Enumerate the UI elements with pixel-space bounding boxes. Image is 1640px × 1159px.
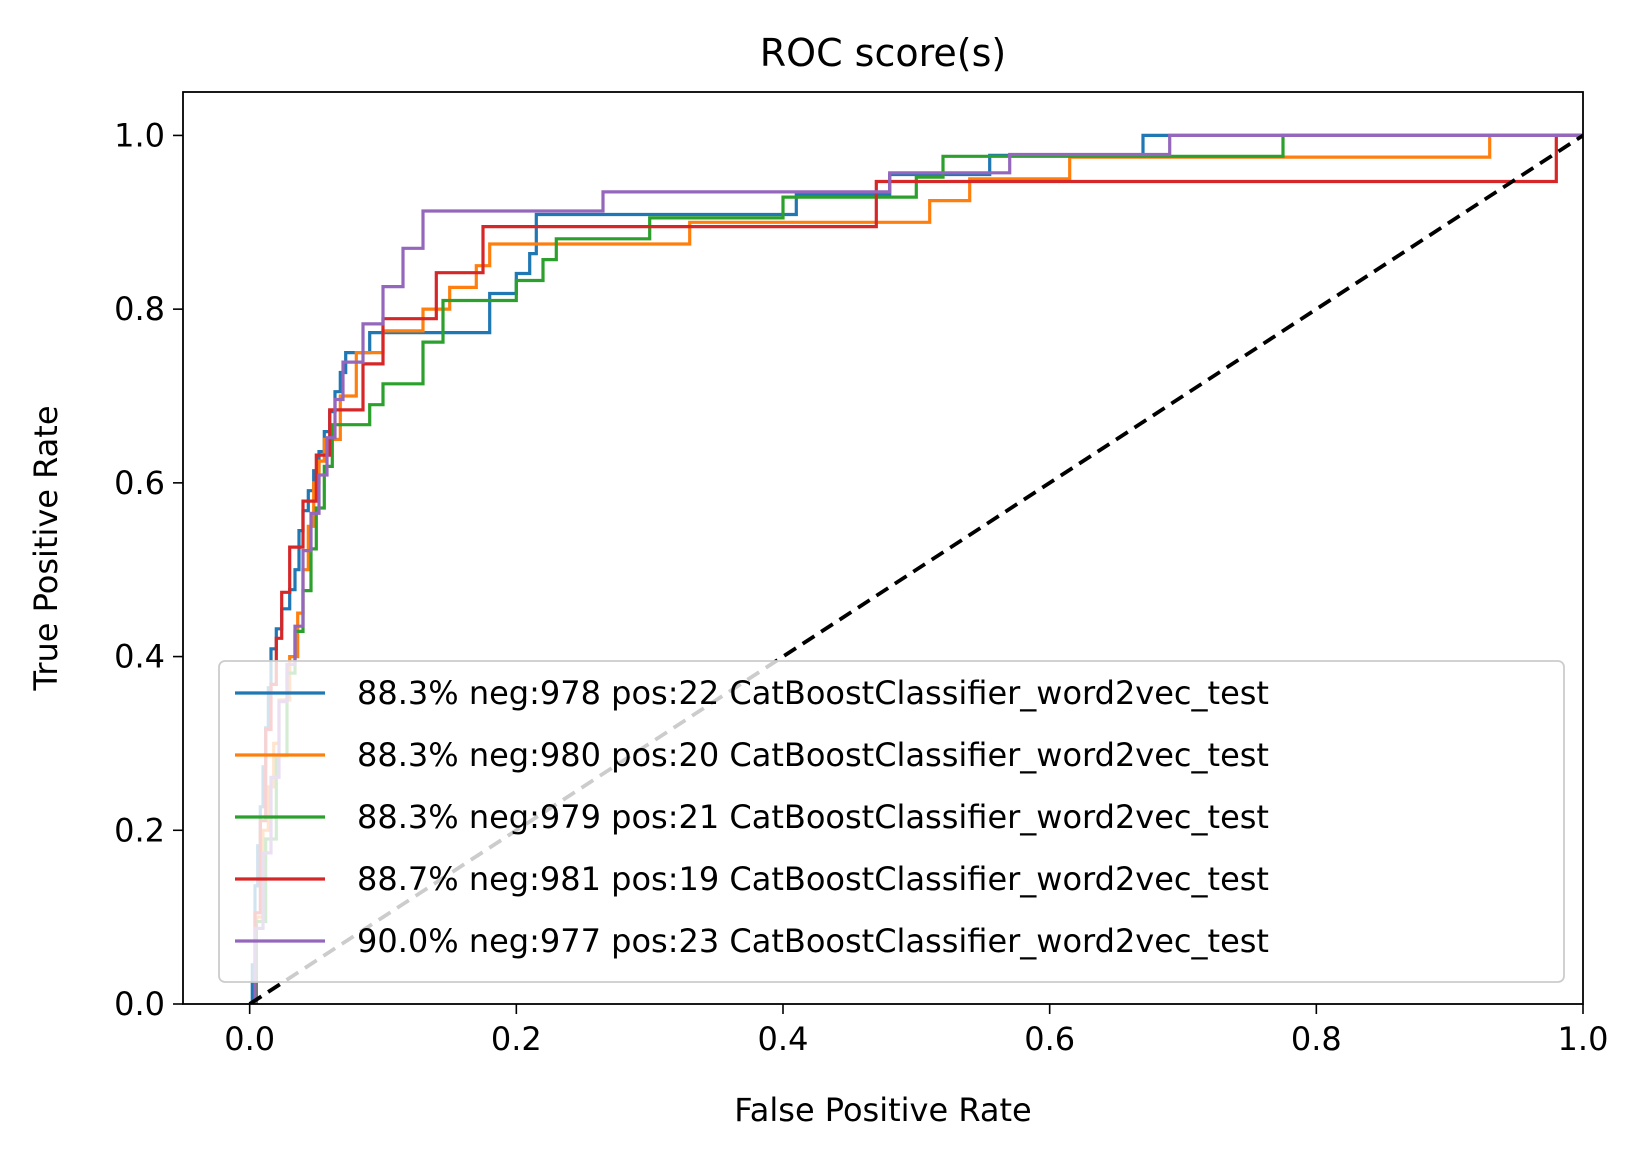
legend: 88.3% neg:978 pos:22 CatBoostClassifier_… — [218, 660, 1565, 983]
legend-label-3: 88.3% neg:979 pos:21 CatBoostClassifier_… — [357, 798, 1269, 836]
x-tick-label: 0.4 — [758, 1020, 809, 1058]
x-tick-label: 0.6 — [1024, 1020, 1075, 1058]
y-tick-label: 0.8 — [114, 290, 165, 328]
chart-title: ROC score(s) — [760, 31, 1006, 75]
y-tick-label: 0.4 — [114, 638, 165, 676]
legend-label-4: 88.7% neg:981 pos:19 CatBoostClassifier_… — [357, 860, 1269, 898]
legend-box — [218, 660, 1565, 983]
axes-frame — [182, 91, 1584, 1005]
y-tick-label: 0.2 — [114, 811, 165, 849]
x-tick-label: 0.0 — [224, 1020, 275, 1058]
x-tick-label: 0.2 — [491, 1020, 542, 1058]
x-tick-label: 1.0 — [1558, 1020, 1609, 1058]
plot-area: 0.0 0.2 0.4 0.6 0.8 1.0 0.0 0.2 0.4 0.6 0.8 1.0 88.3… — [114, 91, 1609, 1058]
y-tick-label: 0.0 — [114, 985, 165, 1023]
y-axis-label: True Positive Rate — [27, 405, 65, 691]
y-tick-label: 0.6 — [114, 464, 165, 502]
x-tick-label: 0.8 — [1291, 1020, 1342, 1058]
y-tick-label: 1.0 — [114, 116, 165, 154]
legend-label-1: 88.3% neg:978 pos:22 CatBoostClassifier_… — [357, 674, 1269, 712]
legend-label-2: 88.3% neg:980 pos:20 CatBoostClassifier_… — [357, 736, 1269, 774]
x-axis-label: False Positive Rate — [734, 1091, 1031, 1129]
legend-label-5: 90.0% neg:977 pos:23 CatBoostClassifier_… — [357, 922, 1269, 960]
